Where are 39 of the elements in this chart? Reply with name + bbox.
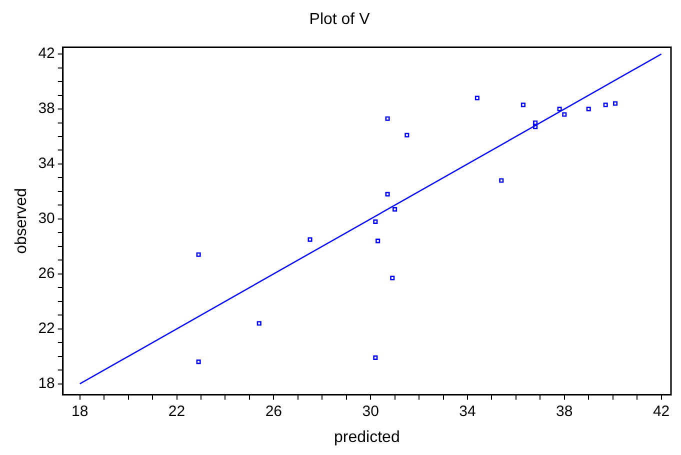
point	[308, 237, 312, 242]
chart-title: Plot of V	[309, 11, 370, 28]
point	[385, 192, 390, 196]
x-tick-label: 22	[168, 402, 186, 420]
point	[533, 120, 538, 126]
x-tick-label: 18	[72, 402, 88, 420]
point	[474, 96, 480, 100]
point	[404, 132, 410, 138]
point	[196, 360, 201, 364]
point	[385, 116, 390, 121]
point	[533, 124, 538, 130]
point	[557, 106, 562, 112]
y-tick-label: 34	[38, 155, 55, 172]
point	[562, 112, 567, 117]
point	[376, 238, 380, 244]
y-tick-label: 42	[38, 45, 55, 62]
y-tick-label: 26	[38, 265, 55, 282]
x-tick-label: 34	[459, 402, 476, 420]
y-tick-label: 22	[38, 320, 55, 337]
x-tick-label: 26	[265, 402, 282, 420]
point	[613, 101, 618, 106]
y-tick-label: 30	[38, 210, 55, 228]
point	[520, 102, 526, 108]
point	[373, 355, 378, 360]
x-tick-label: 38	[556, 402, 573, 420]
point	[586, 106, 591, 112]
point	[256, 321, 262, 326]
point	[196, 252, 201, 257]
y-tick-label: 38	[38, 100, 55, 118]
point	[373, 219, 378, 224]
x-tick-label: 30	[362, 402, 379, 420]
x-tick-label: 42	[652, 402, 670, 420]
x-axis-title: predicted	[334, 428, 400, 446]
y-axis-title: observed	[13, 188, 30, 254]
y-tick-label: 18	[38, 374, 55, 392]
point	[392, 207, 398, 212]
point	[603, 102, 608, 108]
point	[390, 276, 395, 280]
point	[499, 178, 504, 183]
